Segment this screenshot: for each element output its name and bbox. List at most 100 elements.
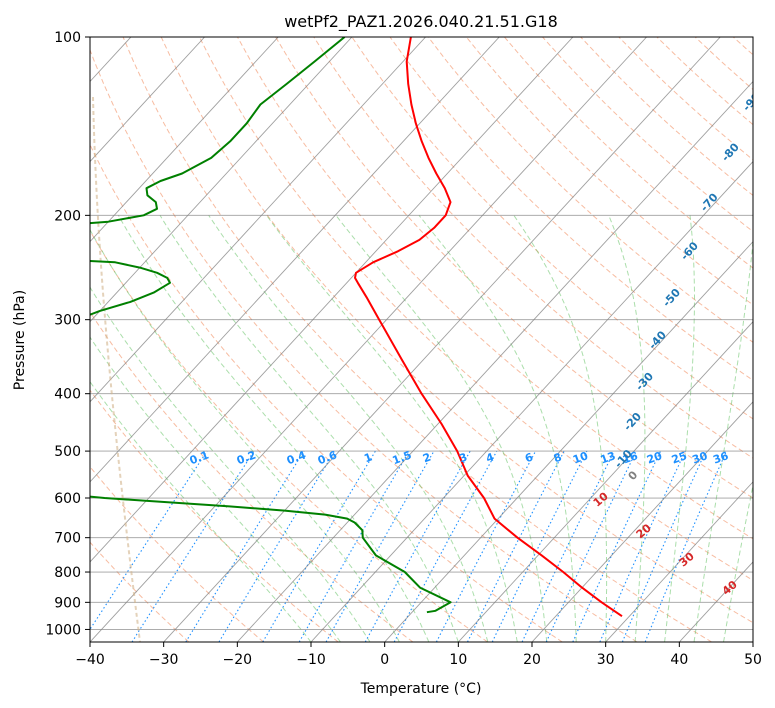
x-tick-label: −30 bbox=[149, 652, 179, 668]
mixing-ratio-line bbox=[325, 450, 435, 642]
isotherm bbox=[90, 37, 426, 403]
mixing-ratio-label: 0.2 bbox=[235, 448, 258, 467]
plot-area: 0.10.20.40.611.52346810131620253036-100-… bbox=[90, 37, 753, 642]
isotherm bbox=[90, 37, 500, 483]
dry-adiabats bbox=[90, 37, 753, 642]
mixing-ratio-line bbox=[364, 450, 471, 642]
y-tick-label: 100 bbox=[54, 30, 81, 46]
isotherm bbox=[531, 401, 753, 642]
mixing-ratio-label: 0.4 bbox=[285, 448, 308, 467]
x-tick-label: −10 bbox=[296, 652, 326, 668]
y-tick-label: 500 bbox=[54, 444, 81, 460]
mixing-ratio-label: 13 bbox=[599, 449, 618, 466]
mixing-ratio-label: 3 bbox=[457, 450, 469, 465]
dry-adiabat bbox=[198, 37, 753, 581]
moist-adiabat bbox=[418, 214, 577, 642]
mixing-ratio-label: 20 bbox=[645, 449, 664, 467]
plot-frame bbox=[89, 36, 754, 643]
y-tick-label: 800 bbox=[54, 565, 81, 581]
mixing-ratio-line bbox=[185, 450, 305, 642]
mixing-ratio-line bbox=[621, 450, 707, 642]
isotherm bbox=[90, 37, 647, 642]
mixing-ratio-label: 2 bbox=[421, 450, 433, 465]
mixing-ratio-label: 25 bbox=[670, 449, 689, 466]
mixing-ratio-label: 0.1 bbox=[188, 448, 211, 467]
pressure-gridlines bbox=[90, 37, 753, 630]
moist-adiabat bbox=[266, 215, 518, 642]
moist-adiabat bbox=[90, 228, 400, 642]
isotherm bbox=[163, 37, 721, 642]
isotherm bbox=[384, 240, 753, 642]
mixing-ratio-label: 0.6 bbox=[316, 448, 339, 467]
y-axis-ticks: 100 200 300 400 500 600 700 800 900 1000 bbox=[45, 30, 90, 638]
mixing-ratio-line bbox=[393, 450, 498, 642]
y-tick-label: 900 bbox=[54, 595, 81, 611]
mixing-ratio-line bbox=[467, 450, 565, 642]
x-tick-label: 20 bbox=[523, 652, 541, 668]
mixing-ratio-label: 16 bbox=[621, 449, 640, 467]
mixing-ratio-label: 36 bbox=[711, 449, 730, 467]
mixing-ratio-label: 4 bbox=[484, 450, 496, 465]
mixing-ratio-line bbox=[90, 450, 208, 631]
isotherms bbox=[90, 37, 753, 642]
y-tick-label: 600 bbox=[54, 491, 81, 507]
chart-title: wetPf2_PAZ1.2026.040.21.51.G18 bbox=[284, 12, 558, 32]
isotherm bbox=[310, 160, 753, 642]
mixing-ratio-label: 6 bbox=[523, 450, 535, 465]
temperature-profile bbox=[354, 37, 623, 618]
dry-adiabat bbox=[160, 37, 753, 624]
y-tick-label: 400 bbox=[54, 387, 81, 403]
mixing-ratio-label: 1.5 bbox=[391, 448, 414, 467]
mixing-ratio-label: 10 bbox=[571, 449, 590, 467]
x-tick-label: −20 bbox=[223, 652, 253, 668]
dry-adiabat bbox=[389, 37, 753, 381]
dry-adiabat bbox=[465, 37, 753, 306]
x-axis-label: Temperature (°C) bbox=[360, 681, 482, 697]
isotherm bbox=[90, 37, 279, 243]
isotherm bbox=[90, 37, 574, 563]
x-tick-label: 10 bbox=[449, 652, 467, 668]
mixing-ratio-line bbox=[218, 450, 336, 642]
dry-adiabat bbox=[90, 311, 414, 642]
reference-curve bbox=[92, 96, 141, 642]
y-tick-label: 700 bbox=[54, 531, 81, 547]
reference-curve bbox=[92, 96, 141, 642]
x-axis-ticks: −40 −30 −20 −10 0 10 20 30 40 50 bbox=[75, 642, 762, 668]
mixing-ratio-label: 30 bbox=[690, 449, 709, 467]
y-tick-label: 300 bbox=[54, 313, 81, 329]
moist-adiabat bbox=[159, 215, 459, 642]
dry-adiabat bbox=[275, 37, 753, 499]
x-tick-label: 30 bbox=[597, 652, 615, 668]
moist-adiabat bbox=[513, 215, 608, 642]
moist-adiabat bbox=[664, 215, 695, 642]
isotherm bbox=[605, 481, 753, 642]
mixing-ratio-line bbox=[491, 450, 588, 642]
isotherm bbox=[90, 37, 205, 163]
dewpoint-profile bbox=[90, 37, 452, 614]
moist-adiabat bbox=[90, 380, 312, 642]
moist-adiabat bbox=[693, 236, 753, 642]
moist-adiabat bbox=[608, 215, 646, 642]
mixing-ratio-label: 8 bbox=[552, 450, 564, 465]
dry-adiabat bbox=[90, 465, 264, 642]
isotherm bbox=[90, 37, 353, 323]
x-tick-label: 50 bbox=[744, 652, 762, 668]
mixing-ratio-line bbox=[131, 450, 255, 642]
series bbox=[90, 37, 623, 618]
mixing-ratio-lines bbox=[90, 450, 728, 642]
isotherm bbox=[458, 321, 753, 642]
mixing-ratio-line bbox=[599, 450, 686, 642]
dry-adiabat bbox=[122, 37, 712, 642]
moist-adiabat bbox=[117, 215, 430, 642]
dry-adiabat bbox=[237, 37, 753, 540]
y-tick-label: 1000 bbox=[45, 622, 81, 638]
x-tick-label: 40 bbox=[670, 652, 688, 668]
y-axis-label: Pressure (hPa) bbox=[12, 290, 28, 390]
isotherm bbox=[237, 80, 753, 642]
mixing-ratio-label: 1 bbox=[362, 450, 374, 465]
y-tick-label: 200 bbox=[54, 208, 81, 224]
x-tick-label: −40 bbox=[75, 652, 105, 668]
x-tick-label: 0 bbox=[380, 652, 389, 668]
dry-adiabat bbox=[313, 37, 753, 459]
